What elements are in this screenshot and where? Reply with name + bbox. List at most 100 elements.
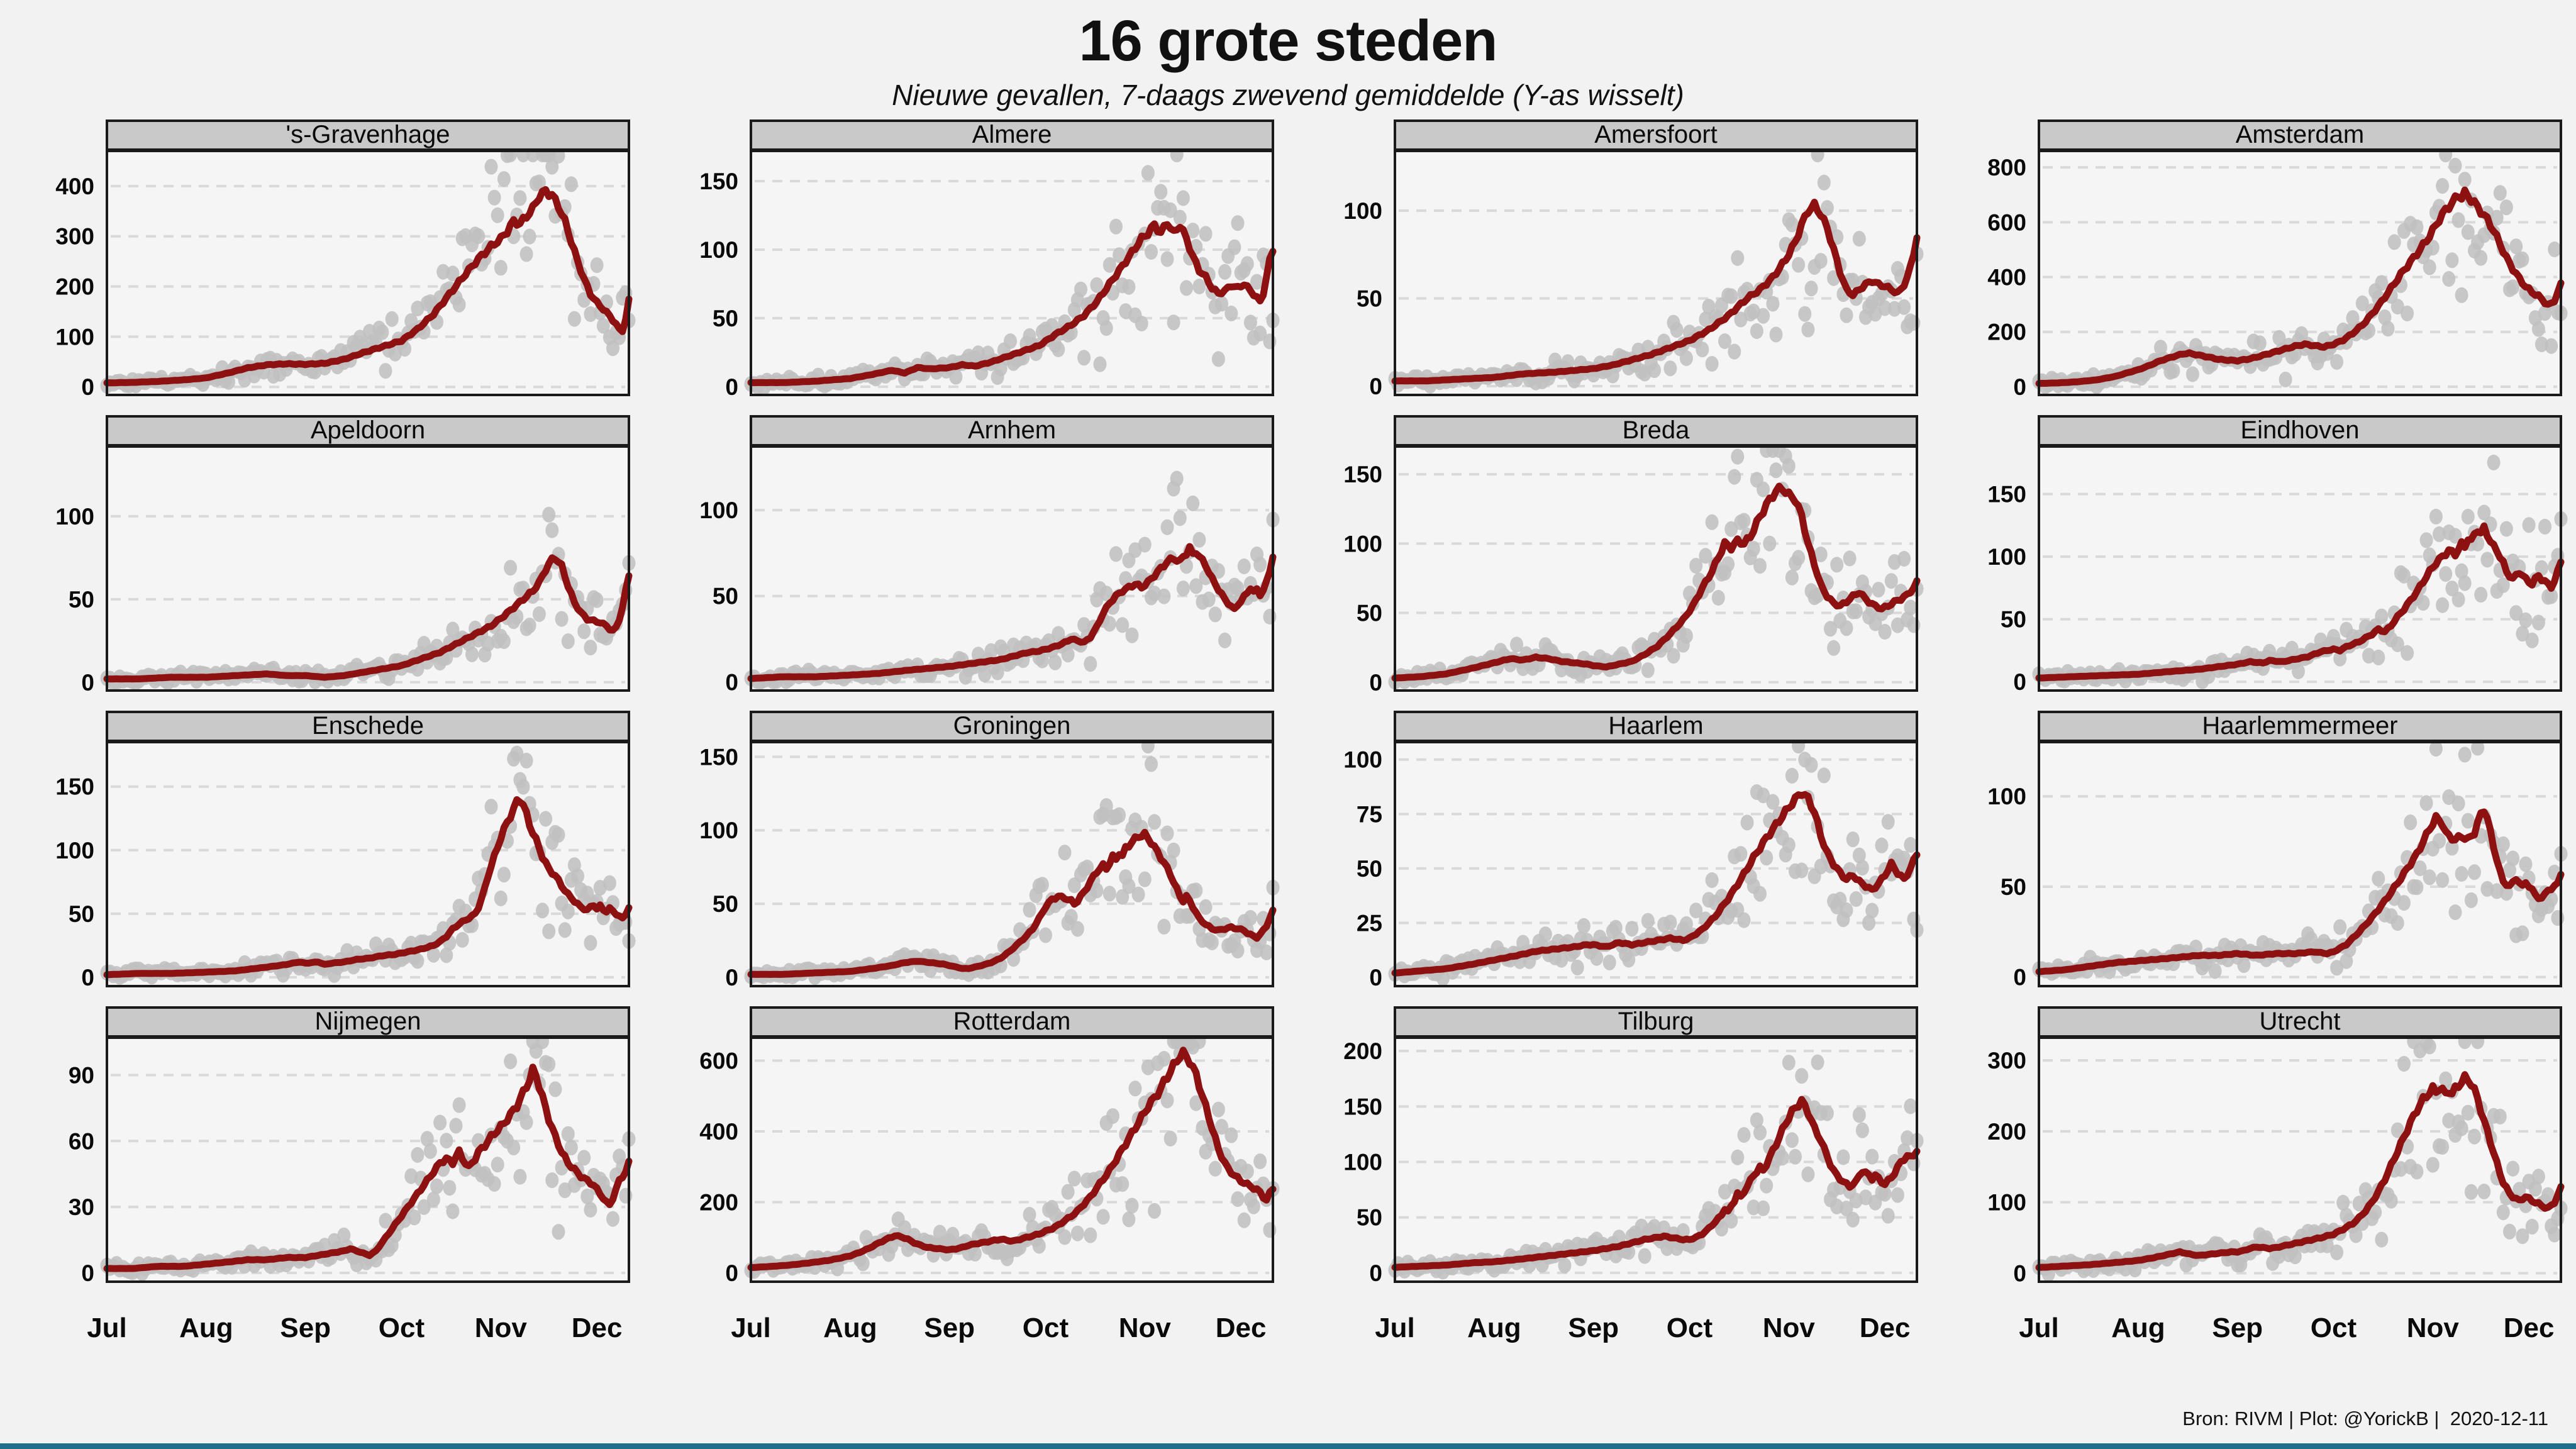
month-axis-column-4: Jul Aug Sep Oct Nov Dec [1932, 1301, 2576, 1356]
svg-text:0: 0 [725, 965, 738, 991]
svg-text:50: 50 [713, 891, 738, 917]
svg-text:100: 100 [55, 324, 94, 350]
facet-panel-tilburg: 0 50 100 150 200 Tilburg [1288, 1005, 1932, 1301]
facet-panel-breda: 0 50 100 150 Breda [1288, 414, 1932, 709]
svg-text:0: 0 [81, 670, 94, 696]
facet-grid: 0 100 200 300 400 's-Gravenhage 0 50 100 150 Almer… [0, 118, 2576, 1301]
svg-text:Jul: Jul [87, 1313, 127, 1343]
panel-header-strip [750, 711, 1274, 742]
svg-text:100: 100 [1343, 1150, 1382, 1175]
bottom-accent-bar [0, 1443, 2576, 1449]
facet-panel-utrecht: 0 100 200 300 Utrecht [1932, 1005, 2576, 1301]
svg-text:100: 100 [1343, 198, 1382, 224]
svg-text:0: 0 [2013, 374, 2026, 400]
svg-text:0: 0 [725, 669, 738, 695]
svg-text:300: 300 [55, 224, 94, 250]
panel-header-strip [1394, 415, 1918, 447]
svg-text:Sep: Sep [924, 1313, 975, 1343]
svg-text:Aug: Aug [179, 1313, 233, 1343]
panel-title: Nijmegen [315, 1008, 421, 1035]
svg-text:50: 50 [69, 587, 94, 613]
panel-title: 's-Gravenhage [286, 121, 450, 148]
svg-text:200: 200 [1987, 1119, 2026, 1145]
svg-text:150: 150 [699, 169, 738, 194]
facet-panel-nijmegen: 0 30 60 90 Nijmegen [0, 1005, 644, 1301]
svg-text:50: 50 [2001, 874, 2026, 900]
svg-text:150: 150 [55, 774, 94, 800]
facet-panel-arnhem: 0 50 100 Arnhem [644, 414, 1288, 709]
svg-text:0: 0 [2013, 669, 2026, 695]
svg-text:100: 100 [55, 504, 94, 530]
moving-average-line [747, 543, 1277, 682]
svg-text:600: 600 [699, 1048, 738, 1074]
svg-text:100: 100 [1343, 747, 1382, 773]
svg-text:90: 90 [69, 1062, 94, 1088]
panel-header-strip [106, 415, 630, 447]
svg-text:50: 50 [1357, 1205, 1382, 1231]
svg-text:400: 400 [699, 1119, 738, 1145]
svg-text:200: 200 [1343, 1038, 1382, 1064]
svg-text:0: 0 [725, 374, 738, 400]
svg-text:Oct: Oct [379, 1313, 425, 1343]
moving-average-line [747, 1046, 1277, 1271]
panel-header-strip [750, 119, 1274, 151]
svg-text:0: 0 [81, 965, 94, 991]
svg-text:Aug: Aug [1467, 1313, 1521, 1343]
svg-text:0: 0 [81, 1260, 94, 1286]
panel-title: Rotterdam [953, 1008, 1071, 1035]
svg-text:50: 50 [1357, 601, 1382, 626]
moving-average-line [2035, 1071, 2565, 1271]
svg-text:600: 600 [1987, 209, 2026, 235]
moving-average-line [1391, 482, 1921, 682]
svg-text:Jul: Jul [1375, 1313, 1415, 1343]
plot-area [106, 445, 630, 692]
facet-panel-amersfoort: 0 50 100 Amersfoort [1288, 118, 1932, 414]
panel-title: Amsterdam [2236, 121, 2365, 148]
panel-header-strip [2038, 119, 2562, 151]
panel-title: Breda [1623, 416, 1690, 444]
panel-header-strip [106, 711, 630, 742]
svg-text:Aug: Aug [2111, 1313, 2165, 1343]
svg-text:150: 150 [1987, 482, 2026, 508]
page-header: 16 grote steden Nieuwe gevallen, 7-daags… [0, 0, 2576, 114]
svg-text:Aug: Aug [823, 1313, 877, 1343]
panel-title: Apeldoorn [311, 416, 425, 444]
svg-text:Dec: Dec [1216, 1313, 1267, 1343]
svg-text:50: 50 [1357, 286, 1382, 311]
svg-text:200: 200 [699, 1189, 738, 1215]
svg-text:Nov: Nov [2407, 1313, 2460, 1343]
panel-title: Utrecht [2260, 1008, 2341, 1035]
svg-text:Oct: Oct [1667, 1313, 1713, 1343]
facet-panel-rotterdam: 0 200 400 600 Rotterdam [644, 1005, 1288, 1301]
svg-text:400: 400 [55, 174, 94, 199]
svg-text:Jul: Jul [731, 1313, 771, 1343]
facet-panel-almere: 0 50 100 150 Almere [644, 118, 1288, 414]
panel-title: Haarlemmermeer [2202, 712, 2397, 740]
facet-panel-groningen: 0 50 100 150 Groningen [644, 709, 1288, 1005]
svg-text:100: 100 [1987, 784, 2026, 809]
svg-text:0: 0 [1369, 670, 1382, 696]
svg-text:100: 100 [699, 818, 738, 843]
svg-text:100: 100 [55, 838, 94, 863]
svg-text:150: 150 [1343, 1094, 1382, 1119]
chart-title: 16 grote steden [1079, 9, 1498, 73]
svg-text:60: 60 [69, 1128, 94, 1154]
svg-text:200: 200 [55, 274, 94, 300]
svg-text:0: 0 [81, 374, 94, 400]
svg-text:50: 50 [713, 584, 738, 609]
moving-average-line [747, 220, 1277, 386]
svg-text:25: 25 [1357, 911, 1382, 936]
panel-title: Almere [972, 121, 1052, 148]
moving-average-line [747, 828, 1277, 978]
svg-text:150: 150 [1343, 462, 1382, 487]
svg-text:Dec: Dec [572, 1313, 623, 1343]
svg-text:Oct: Oct [2311, 1313, 2357, 1343]
facet-panel-enschede: 0 50 100 150 Enschede [0, 709, 644, 1005]
panel-header-strip [2038, 415, 2562, 447]
panel-header-strip [106, 119, 630, 151]
moving-average-line [1391, 199, 1921, 385]
panel-header-strip [1394, 119, 1918, 151]
moving-average-line [103, 1063, 633, 1272]
svg-text:75: 75 [1357, 801, 1382, 827]
svg-text:800: 800 [1987, 155, 2026, 180]
